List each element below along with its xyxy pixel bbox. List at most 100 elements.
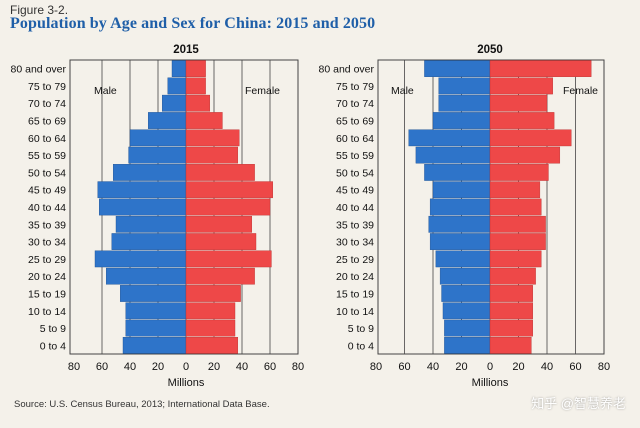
source-note: Source: U.S. Census Bureau, 2013; Intern… [14, 399, 270, 410]
category-label: 20 to 24 [336, 271, 374, 283]
bar-female [185, 164, 255, 181]
category-label: 10 to 14 [336, 306, 374, 318]
bar-male [119, 285, 187, 302]
category-label: 55 to 59 [336, 150, 374, 162]
bar-female [185, 319, 236, 337]
category-label: 50 to 54 [336, 167, 374, 179]
x-tick-label: 80 [68, 361, 80, 373]
bar-female [185, 198, 271, 216]
panel-title-2015: 2015 [173, 44, 199, 56]
x-tick-label: 60 [96, 361, 108, 373]
category-label: 55 to 59 [28, 150, 66, 162]
category-label: 40 to 44 [336, 202, 374, 214]
category-label: 70 to 74 [28, 98, 66, 110]
bar-female [489, 181, 541, 199]
bar-male [147, 112, 187, 129]
category-label: 15 to 19 [28, 288, 66, 300]
category-label: 30 to 34 [336, 237, 374, 249]
bar-male [111, 233, 187, 250]
bar-male [128, 146, 187, 164]
category-label: 40 to 44 [28, 202, 66, 214]
bar-male [161, 94, 187, 112]
population-pyramids: 2015 80 60 40 20 0 20 40 60 80 Millions 80 and over… [11, 44, 611, 389]
bar-male [439, 267, 491, 285]
bar-female [185, 267, 255, 285]
bar-male [442, 302, 491, 320]
legend-label-female: Female [563, 85, 598, 97]
bar-male [105, 267, 187, 285]
category-label: 5 to 9 [40, 323, 66, 335]
bar-male [444, 319, 491, 337]
bar-female [185, 77, 206, 95]
category-label: 65 to 69 [336, 116, 374, 128]
x-tick-label: 40 [124, 361, 136, 373]
bar-female [489, 337, 532, 354]
bar-male [432, 181, 491, 199]
category-label: 5 to 9 [348, 323, 374, 335]
x-tick-label: 80 [292, 361, 304, 373]
x-tick-label: 60 [569, 361, 581, 373]
x-tick-label: 40 [427, 361, 439, 373]
bar-female [185, 233, 257, 250]
bar-male [435, 250, 491, 268]
category-label: 80 and over [319, 64, 375, 76]
x-tick-label: 20 [152, 361, 164, 373]
bar-female [185, 112, 223, 129]
bar-male [122, 337, 187, 354]
x-tick-label: 60 [264, 361, 276, 373]
plot-frame [377, 59, 605, 355]
bar-female [489, 94, 548, 112]
legend-label-male: Male [391, 85, 414, 97]
bar-female [489, 129, 572, 147]
category-label: 35 to 39 [28, 219, 66, 231]
bar-female [185, 60, 206, 77]
x-tick-label: 20 [455, 361, 467, 373]
bar-female [489, 302, 533, 320]
bar-male [444, 337, 491, 354]
category-label: 0 to 4 [40, 340, 66, 352]
x-axis-title: Millions [472, 377, 509, 389]
figure-title: Population by Age and Sex for China: 201… [10, 15, 376, 32]
category-label: 25 to 29 [336, 254, 374, 266]
figure-label: Figure 3-2. [10, 3, 69, 17]
x-tick-label: 0 [183, 361, 189, 373]
legend-label-male: Male [94, 85, 117, 97]
bar-female [185, 337, 238, 354]
bar-male [428, 215, 491, 233]
bar-male [115, 215, 187, 233]
category-label: 75 to 79 [336, 81, 374, 93]
category-label: 80 and over [11, 64, 67, 76]
bar-female [489, 112, 555, 129]
category-label: 75 to 79 [28, 81, 66, 93]
bar-female [489, 164, 549, 181]
bar-male [125, 302, 187, 320]
bar-male [125, 319, 187, 337]
bar-male [112, 164, 187, 181]
category-label: 30 to 34 [28, 237, 66, 249]
x-tick-label: 60 [398, 361, 410, 373]
bar-male [432, 112, 491, 129]
category-label: 0 to 4 [348, 340, 374, 352]
bar-male [97, 181, 187, 199]
legend-label-female: Female [245, 85, 280, 97]
bar-female [489, 267, 536, 285]
bar-male [424, 60, 491, 77]
bar-female [489, 60, 592, 77]
bar-male [129, 129, 187, 147]
bar-male [408, 129, 491, 147]
bar-female [489, 198, 542, 216]
x-tick-label: 0 [487, 361, 493, 373]
bar-male [167, 77, 187, 95]
category-label: 60 to 64 [28, 133, 66, 145]
bar-female [185, 146, 238, 164]
bar-female [185, 215, 253, 233]
bar-female [489, 250, 542, 268]
x-tick-label: 80 [598, 361, 610, 373]
bar-male [171, 60, 187, 77]
category-label: 25 to 29 [28, 254, 66, 266]
x-tick-label: 20 [512, 361, 524, 373]
bar-female [489, 146, 561, 164]
x-tick-label: 40 [236, 361, 248, 373]
x-axis-title: Millions [168, 377, 205, 389]
bar-female [489, 233, 546, 250]
